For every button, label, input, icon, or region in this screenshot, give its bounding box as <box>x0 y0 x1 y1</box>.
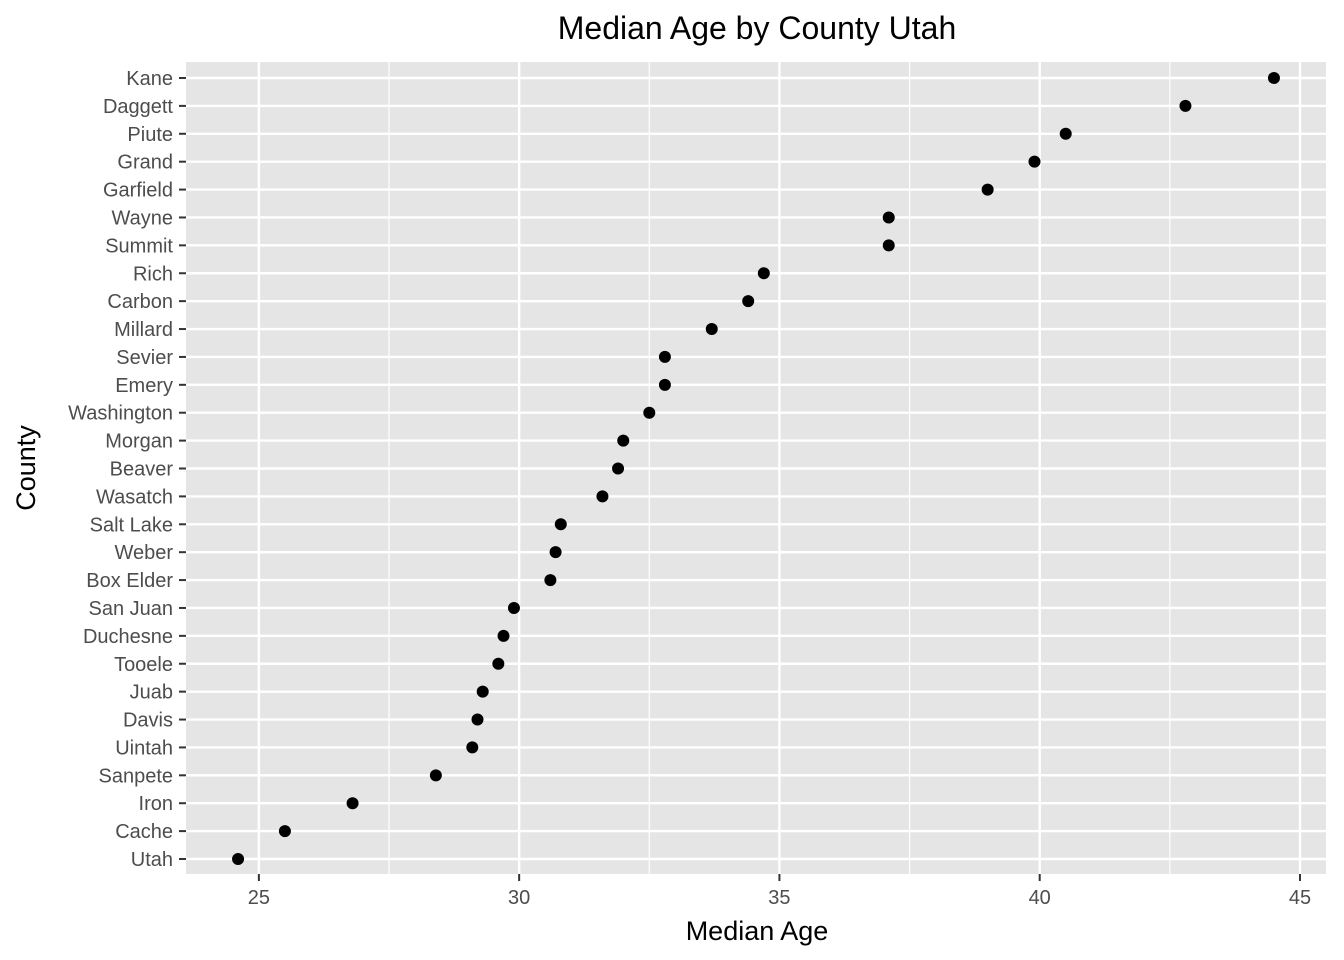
y-tick-label: Wasatch <box>96 486 173 508</box>
y-tick-label: Millard <box>114 319 173 341</box>
data-point <box>497 629 510 642</box>
major-gridlines <box>186 62 1326 874</box>
data-point <box>466 741 479 754</box>
y-tick-label: Daggett <box>103 96 173 118</box>
y-tick-label: Box Elder <box>86 570 173 592</box>
data-point <box>742 295 755 308</box>
data-point <box>549 546 562 559</box>
data-point <box>643 406 656 419</box>
y-axis-title: County <box>11 425 41 511</box>
y-tick-label: Kane <box>126 68 173 90</box>
data-point <box>346 797 359 810</box>
data-point <box>544 574 557 587</box>
data-point <box>471 713 484 726</box>
y-tick-label: Piute <box>127 124 173 146</box>
y-tick-label: Utah <box>131 849 173 871</box>
data-point <box>658 350 671 363</box>
x-axis: 25 30 35 40 45 <box>248 874 1311 909</box>
data-point <box>1179 99 1192 112</box>
data-point <box>476 685 489 698</box>
y-tick-label: Sanpete <box>98 765 173 787</box>
y-tick-label: Salt Lake <box>90 514 173 536</box>
x-axis-title: Median Age <box>686 916 829 946</box>
data-point <box>507 601 520 614</box>
y-tick-label: Davis <box>123 710 173 732</box>
y-tick-label: Weber <box>114 542 173 564</box>
data-point <box>617 434 630 447</box>
x-tick-label: 30 <box>508 887 530 909</box>
y-tick-label: Emery <box>115 375 173 397</box>
x-tick-label: 45 <box>1289 887 1311 909</box>
data-point <box>232 853 245 865</box>
y-tick-label: Uintah <box>115 737 173 759</box>
y-tick-label: Iron <box>139 793 173 815</box>
x-tick-label: 25 <box>248 887 270 909</box>
x-tick-label: 35 <box>768 887 790 909</box>
y-tick-label: Grand <box>117 152 173 174</box>
chart-title: Median Age by County Utah <box>558 10 956 46</box>
data-point <box>882 239 895 252</box>
data-points <box>232 72 1280 865</box>
data-point <box>882 211 895 224</box>
y-tick-label: San Juan <box>88 598 173 620</box>
y-tick-label: Rich <box>133 263 173 285</box>
y-tick-label: Summit <box>105 235 173 257</box>
data-point <box>429 769 442 782</box>
data-point <box>554 518 567 531</box>
y-tick-label: Sevier <box>116 347 173 369</box>
data-point <box>278 825 291 838</box>
y-tick-label: Tooele <box>114 654 173 676</box>
y-tick-label: Duchesne <box>83 626 173 648</box>
y-tick-label: Cache <box>115 821 173 843</box>
data-point <box>1267 72 1280 84</box>
data-point <box>705 323 718 336</box>
data-point <box>612 462 625 475</box>
y-tick-label: Wayne <box>111 207 173 229</box>
y-tick-label: Washington <box>68 403 173 425</box>
data-point <box>1028 155 1041 168</box>
data-point <box>757 267 770 280</box>
data-point <box>658 378 671 391</box>
data-point <box>596 490 609 503</box>
y-tick-label: Juab <box>130 682 173 704</box>
y-tick-label: Carbon <box>107 291 173 313</box>
data-point <box>1059 127 1072 140</box>
data-point <box>981 183 994 196</box>
y-tick-label: Garfield <box>103 180 173 202</box>
x-tick-label: 40 <box>1029 887 1051 909</box>
data-point <box>492 657 505 670</box>
y-axis: Utah Cache Iron Sanpete Uintah Davis Juab Tooel… <box>68 68 186 871</box>
y-tick-label: Beaver <box>110 459 174 481</box>
y-tick-label: Morgan <box>105 431 173 453</box>
